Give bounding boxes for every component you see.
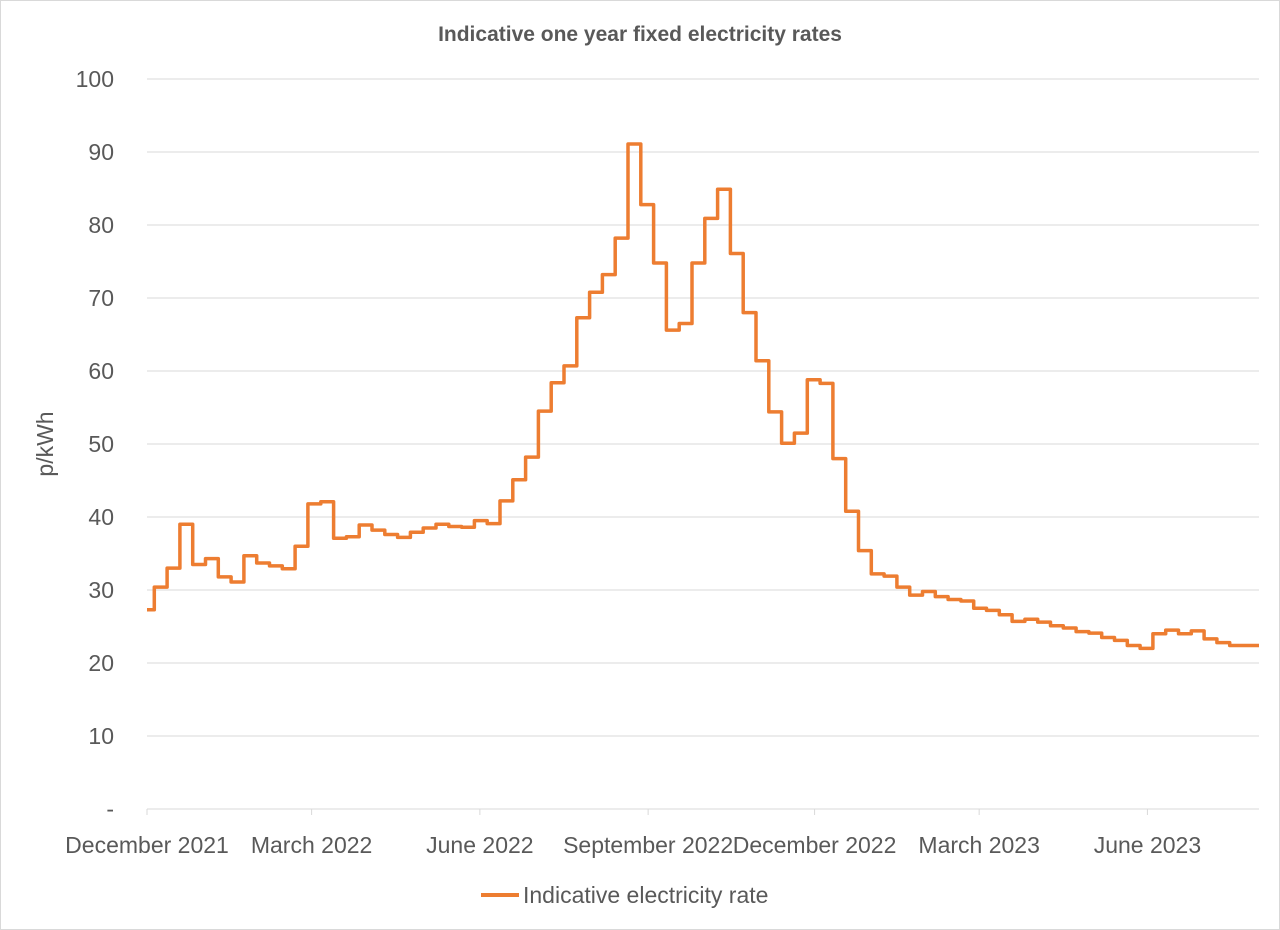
y-tick-label: 30 [88,577,114,603]
y-tick-label: 90 [88,139,114,165]
x-tick-label: December 2022 [733,832,897,858]
y-tick-label: 40 [88,504,114,530]
y-tick-label: 60 [88,358,114,384]
y-tick-label: 100 [76,66,114,92]
y-tick-label: 10 [88,723,114,749]
x-tick-label: September 2022 [563,832,733,858]
gridlines [147,78,1259,810]
legend: Indicative electricity rate [481,882,768,908]
y-tick-label: 80 [88,212,114,238]
series-line [147,142,1259,651]
x-tick-label: March 2022 [251,832,372,858]
y-axis-title: p/kWh [32,411,58,476]
x-tick-label: March 2023 [918,832,1039,858]
legend-label: Indicative electricity rate [523,882,768,908]
x-tick-label: June 2022 [426,832,533,858]
series-layer [147,142,1259,651]
y-tick-label: 20 [88,650,114,676]
x-tick-label: June 2023 [1094,832,1201,858]
y-tick-label: 50 [88,431,114,457]
x-tick-label: December 2021 [65,832,229,858]
chart-title: Indicative one year fixed electricity ra… [438,23,842,46]
y-tick-label: - [106,796,114,822]
y-tick-label: 70 [88,285,114,311]
y-axis-ticks: - 10 20 30 40 50 60 70 80 90 100 [76,66,114,822]
x-axis-ticks: December 2021 March 2022 June 2022 Septembe… [65,809,1201,858]
